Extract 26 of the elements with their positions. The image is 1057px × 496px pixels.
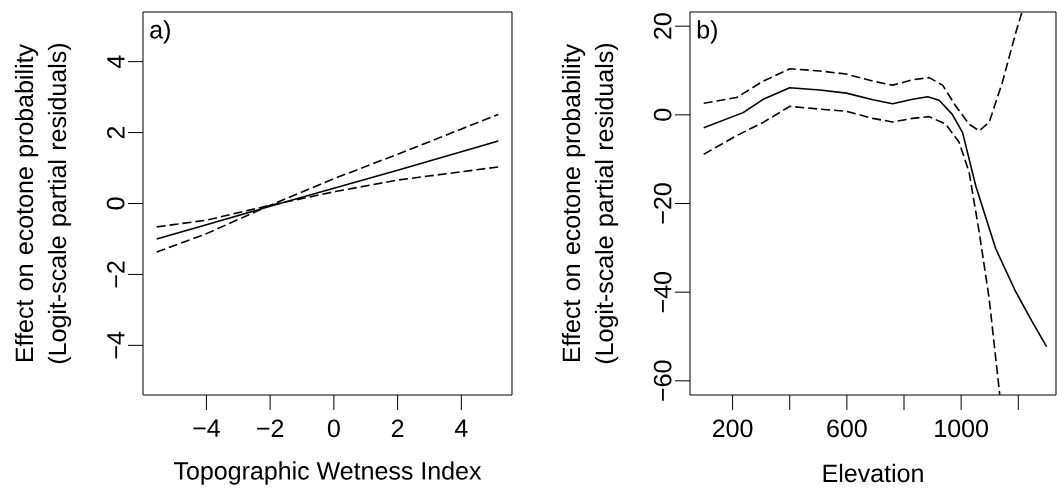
x-tick-label: 200 (712, 419, 753, 438)
y-tick-label: 0 (106, 197, 125, 210)
y-tick-label: 20 (653, 13, 672, 39)
line-series (155, 113, 500, 253)
y-tick-label: −60 (653, 360, 672, 401)
x-tick-label: 0 (327, 419, 340, 438)
y-tick-label: −40 (653, 271, 672, 313)
annotation: b) (697, 20, 717, 44)
y-tick-label: −2 (107, 261, 125, 288)
y-tick-label: 2 (107, 126, 125, 139)
y-tick-label: −4 (107, 331, 125, 359)
line-series (702, 87, 1048, 348)
y-axis-title: Effect on ecotone probability (Logit-scale partial residuals) (14, 43, 72, 364)
annotation: a) (150, 20, 170, 44)
x-tick-label: −4 (193, 419, 220, 437)
x-axis-title: Topographic Wetness Index (174, 461, 482, 485)
x-tick-label: 2 (391, 419, 404, 437)
x-tick-label: 1000 (935, 419, 988, 438)
x-tick-label: 4 (454, 419, 468, 437)
y-tick-label: 0 (653, 108, 672, 121)
y-tick-label: −20 (653, 183, 672, 224)
x-axis-title: Elevation (823, 463, 923, 483)
x-tick-label: 600 (827, 419, 867, 438)
y-axis-title: Effect on ecotone probability (Logit-scale partial residuals) (561, 43, 619, 364)
y-tick-label: 4 (107, 55, 125, 69)
x-tick-label: −2 (257, 419, 284, 437)
